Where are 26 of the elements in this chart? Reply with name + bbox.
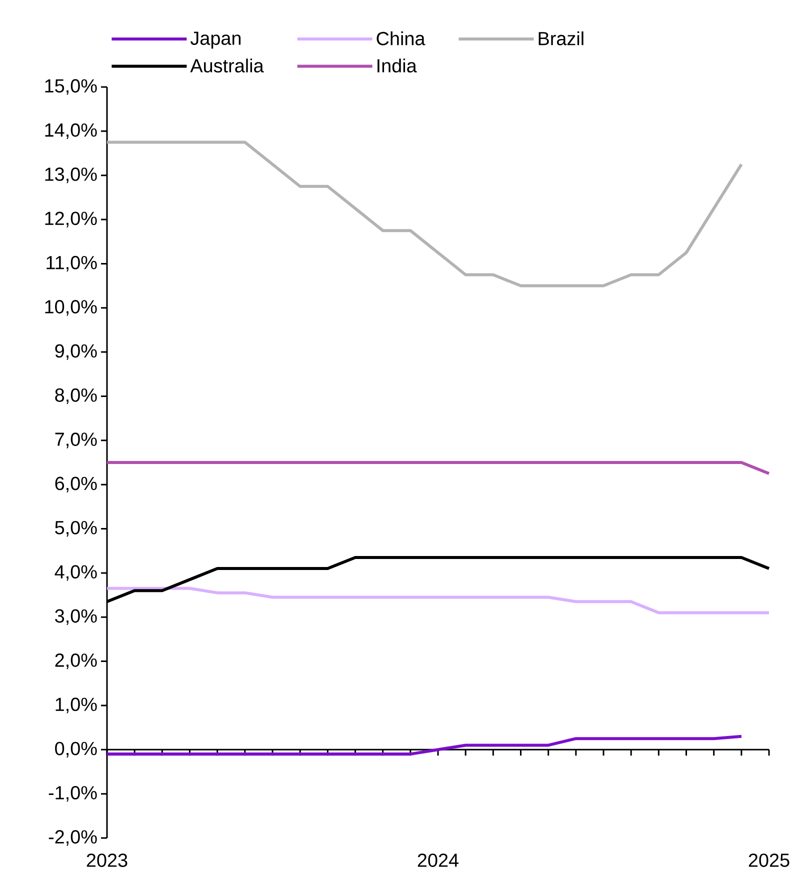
y-tick-label: 2,0% (55, 653, 97, 670)
legend-label: India (378, 58, 417, 72)
x-tick-label: 2023 (86, 854, 128, 867)
legend-label: China (376, 31, 426, 46)
x-tick-label: 2025 (748, 854, 790, 867)
y-tick-label: 9,0% (55, 344, 97, 360)
y-tick-label: 3,0% (55, 609, 97, 625)
y-tick-label: -2,0% (48, 830, 97, 846)
y-tick-label: 5,0% (55, 520, 97, 537)
y-tick-label: 8,0% (55, 388, 97, 404)
legend-label: Japan (190, 32, 241, 49)
y-tick-label: -1,0% (48, 786, 97, 802)
y-tick-label: 0,0% (55, 742, 97, 758)
legend-label: Brazil (538, 31, 584, 46)
y-tick-label: 6,0% (55, 476, 97, 492)
y-tick-label: 7,0% (55, 432, 97, 448)
y-tick-label: 10,0% (45, 300, 97, 316)
y-tick-label: 15,0% (45, 79, 97, 95)
y-tick-label: 12,0% (45, 212, 97, 228)
y-tick-label: 13,0% (45, 168, 97, 184)
x-tick-label: 2024 (418, 854, 458, 867)
y-tick-label: 11,0% (46, 256, 97, 272)
legend-label: Australia (190, 58, 264, 72)
y-tick-label: 14,0% (45, 123, 97, 139)
y-tick-label: 1,0% (56, 698, 97, 714)
y-tick-label: 4,0% (54, 565, 97, 581)
